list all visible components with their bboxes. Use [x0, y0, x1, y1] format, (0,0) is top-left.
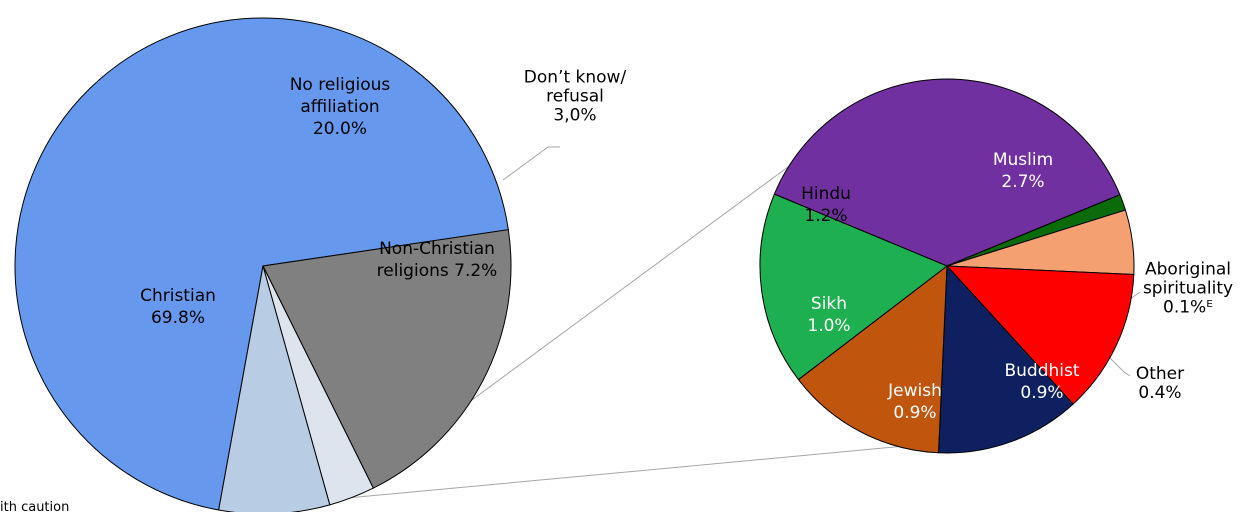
label-line: religions 7.2%	[377, 261, 498, 281]
leader-dont-know	[502, 146, 560, 181]
label-line: 1.2%	[804, 206, 847, 226]
breakdown-slice-hindu	[759, 193, 948, 381]
label-line: Muslim	[993, 150, 1053, 170]
label-line: Other	[1136, 364, 1184, 384]
breakdown-label-hindu: Hindu 1.2%	[801, 184, 851, 226]
label-line: 0.9%	[1020, 383, 1063, 403]
footnote: ith caution	[0, 500, 70, 515]
slice-labels: Christian 69.8% No religious affiliation 20.…	[140, 67, 1233, 423]
main-slice-no-religious	[262, 229, 512, 489]
breakdown-slice-sikh	[797, 264, 948, 454]
label-line: Hindu	[801, 184, 851, 204]
breakdown-pie	[759, 78, 1135, 454]
label-line: Christian	[140, 286, 216, 306]
label-line: 20.0%	[313, 119, 367, 139]
label-line: 0.4%	[1138, 383, 1181, 403]
label-line: No religious	[290, 75, 391, 95]
main-label-don-t-know: Don’t know/refusal 3,0%	[524, 67, 627, 125]
label-line: 69.8%	[151, 308, 205, 328]
main-slice-non-christian	[218, 265, 331, 512]
label-line: Non-Christian	[379, 239, 495, 259]
breakdown-label-other: Other 0.4%	[1136, 364, 1184, 403]
breakdown-slice-jewish	[937, 264, 1074, 454]
label-line: 2.7%	[1001, 172, 1044, 192]
label-line: affiliation	[300, 97, 379, 117]
main-label-no-religious: No religious affiliation 20.0%	[290, 75, 391, 139]
label-line: 1.0%	[807, 316, 850, 336]
label-line: 0.9%	[893, 403, 936, 423]
breakdown-label-sikh: Sikh 1.0%	[807, 294, 850, 336]
label-line: Buddhist	[1004, 361, 1079, 381]
label-line: Don’t know/	[524, 67, 627, 87]
breakdown-label-muslim: Muslim 2.7%	[993, 150, 1053, 192]
main-pie	[14, 17, 512, 512]
breakdown-slice-muslim	[773, 78, 1121, 267]
breakdown-label-aboriginal: Aboriginal spirituality 0.1%ᴱ	[1143, 259, 1233, 317]
main-label-christian: Christian 69.8%	[140, 286, 216, 328]
label-line: 3,0%	[553, 105, 596, 125]
label-line: 0.1%ᴱ	[1163, 297, 1213, 317]
label-line: Aboriginal	[1145, 259, 1231, 279]
breakdown-label-buddhist: Buddhist 0.9%	[1004, 361, 1079, 403]
breakdown-slice-buddhist	[945, 265, 1135, 405]
label-line: Sikh	[811, 294, 847, 314]
breakdown-label-jewish: Jewish 0.9%	[887, 381, 942, 423]
label-line: refusal	[546, 86, 604, 106]
label-line: spirituality	[1143, 278, 1233, 298]
label-line: Jewish	[887, 381, 942, 401]
main-slice-christian	[14, 17, 509, 511]
main-label-non-christian: Non-Christian religions 7.2%	[377, 239, 498, 281]
leader-other	[1107, 355, 1131, 377]
